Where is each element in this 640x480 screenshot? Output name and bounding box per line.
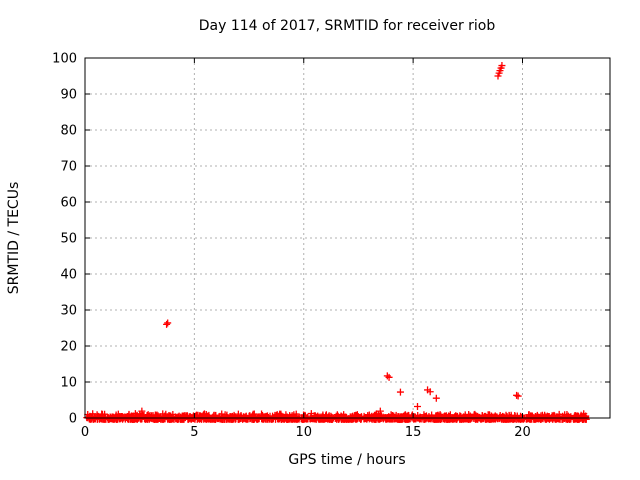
- data-point-marker: [385, 373, 393, 381]
- noise-point-marker: [346, 415, 354, 423]
- data-point-marker: [164, 319, 172, 327]
- data-point-marker: [514, 392, 522, 400]
- tick-labels: 0 5 10 15 20 0 10 20 30 40 50 60 70 80 90 100: [52, 52, 531, 441]
- x-axis-label: GPS time / hours: [288, 452, 405, 468]
- noise-point-marker: [546, 415, 554, 423]
- noise-point-marker: [291, 415, 299, 423]
- y-tick-label: 40: [60, 268, 77, 283]
- noise-point-marker: [90, 413, 98, 421]
- y-tick-label: 100: [52, 52, 77, 67]
- noise-point-marker: [477, 415, 485, 423]
- data-point-marker: [138, 407, 146, 415]
- noise-point-marker: [192, 412, 200, 420]
- noise-point-marker: [243, 415, 251, 423]
- noise-point-marker: [444, 413, 452, 421]
- chart-title: Day 114 of 2017, SRMTID for receiver rio…: [199, 18, 496, 34]
- data-point-marker: [376, 407, 384, 415]
- x-tick-label: 0: [81, 425, 89, 440]
- noise-point-marker: [174, 413, 182, 421]
- y-tick-label: 20: [60, 340, 77, 355]
- noise-point-marker: [159, 415, 167, 423]
- data-point-marker: [426, 388, 434, 396]
- data-point-marker: [163, 320, 171, 328]
- y-tick-label: 50: [60, 232, 77, 247]
- noise-point-marker: [186, 415, 194, 423]
- noise-point-marker: [86, 415, 94, 423]
- noise-point-marker: [282, 411, 290, 419]
- noise-point-marker: [457, 412, 465, 420]
- y-tick-label: 30: [60, 304, 77, 319]
- data-point-marker: [414, 402, 421, 410]
- noise-point-marker: [471, 410, 479, 418]
- noise-point-marker: [218, 415, 226, 423]
- noise-point-marker: [452, 415, 460, 423]
- x-tick-label: 15: [405, 425, 422, 440]
- data-point-marker: [432, 394, 440, 402]
- data-point-marker: [513, 391, 521, 399]
- noise-point-marker: [258, 410, 266, 418]
- data-point-marker: [498, 62, 506, 70]
- noise-point-marker: [461, 415, 469, 423]
- y-tick-label: 80: [60, 124, 77, 139]
- noise-point-marker: [505, 415, 513, 423]
- noise-point-marker: [96, 415, 104, 423]
- noise-point-marker: [576, 413, 584, 421]
- plot-border-and-ticks: [84, 57, 611, 419]
- noise-point-marker: [554, 415, 562, 423]
- noise-point-marker: [570, 415, 578, 423]
- noise-point-marker: [145, 413, 153, 421]
- data-point-marker: [383, 372, 391, 380]
- noise-point-marker: [229, 415, 237, 423]
- noise-point-marker: [108, 413, 116, 421]
- noise-point-marker: [315, 415, 323, 423]
- noise-point-marker: [537, 415, 545, 423]
- data-point-marker: [396, 388, 404, 396]
- noise-point-marker: [113, 415, 121, 423]
- noise-point-marker: [274, 415, 282, 423]
- y-tick-label: 10: [60, 376, 77, 391]
- noise-point-marker: [398, 413, 406, 421]
- noise-point-marker: [491, 413, 499, 421]
- noise-point-marker: [379, 415, 387, 423]
- x-tick-label: 20: [514, 425, 531, 440]
- noise-point-marker: [370, 415, 378, 423]
- noise-point-marker: [149, 415, 157, 423]
- noise-point-marker: [484, 411, 492, 419]
- noise-point-marker: [280, 415, 288, 423]
- noise-point-marker: [202, 415, 210, 423]
- y-tick-label: 60: [60, 196, 77, 211]
- noise-point-marker: [125, 410, 133, 418]
- y-tick-label: 0: [69, 412, 77, 427]
- data-points: [83, 62, 590, 423]
- noise-point-marker: [153, 411, 161, 419]
- noise-point-marker: [357, 413, 365, 421]
- noise-point-marker: [440, 415, 448, 423]
- x-tick-label: 10: [295, 425, 312, 440]
- y-tick-label: 90: [60, 88, 77, 103]
- noise-point-marker: [436, 413, 444, 421]
- noise-point-marker: [250, 410, 258, 418]
- grid-lines: [85, 58, 610, 418]
- noise-point-marker: [408, 411, 416, 419]
- y-axis-label: SRMTID / TECUs: [6, 182, 22, 295]
- x-tick-label: 5: [190, 425, 198, 440]
- noise-point-marker: [263, 415, 271, 423]
- noise-point-marker: [196, 413, 204, 421]
- y-tick-label: 70: [60, 160, 77, 175]
